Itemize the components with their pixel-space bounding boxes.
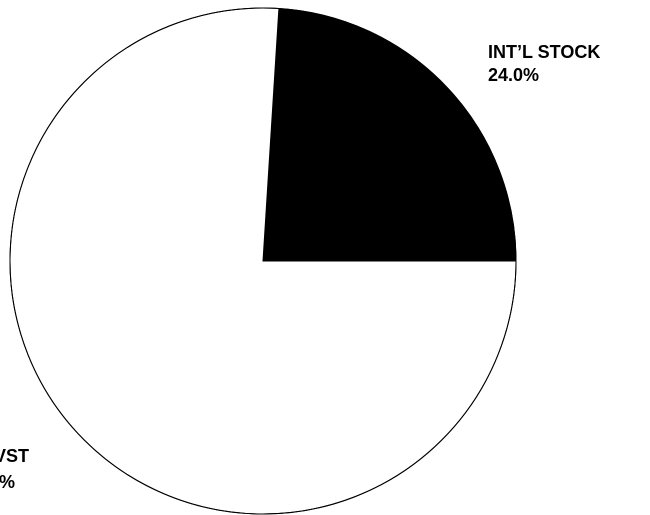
- slice-label-vst: VST: [0, 446, 29, 466]
- pie-slices: [9, 7, 517, 515]
- pie-outline: [9, 7, 517, 515]
- slice-label-intl-stock: INT’L STOCK: [488, 42, 600, 62]
- slice-percent-vst: 0%: [0, 472, 15, 492]
- slice-percent-intl-stock: 24.0%: [488, 65, 539, 85]
